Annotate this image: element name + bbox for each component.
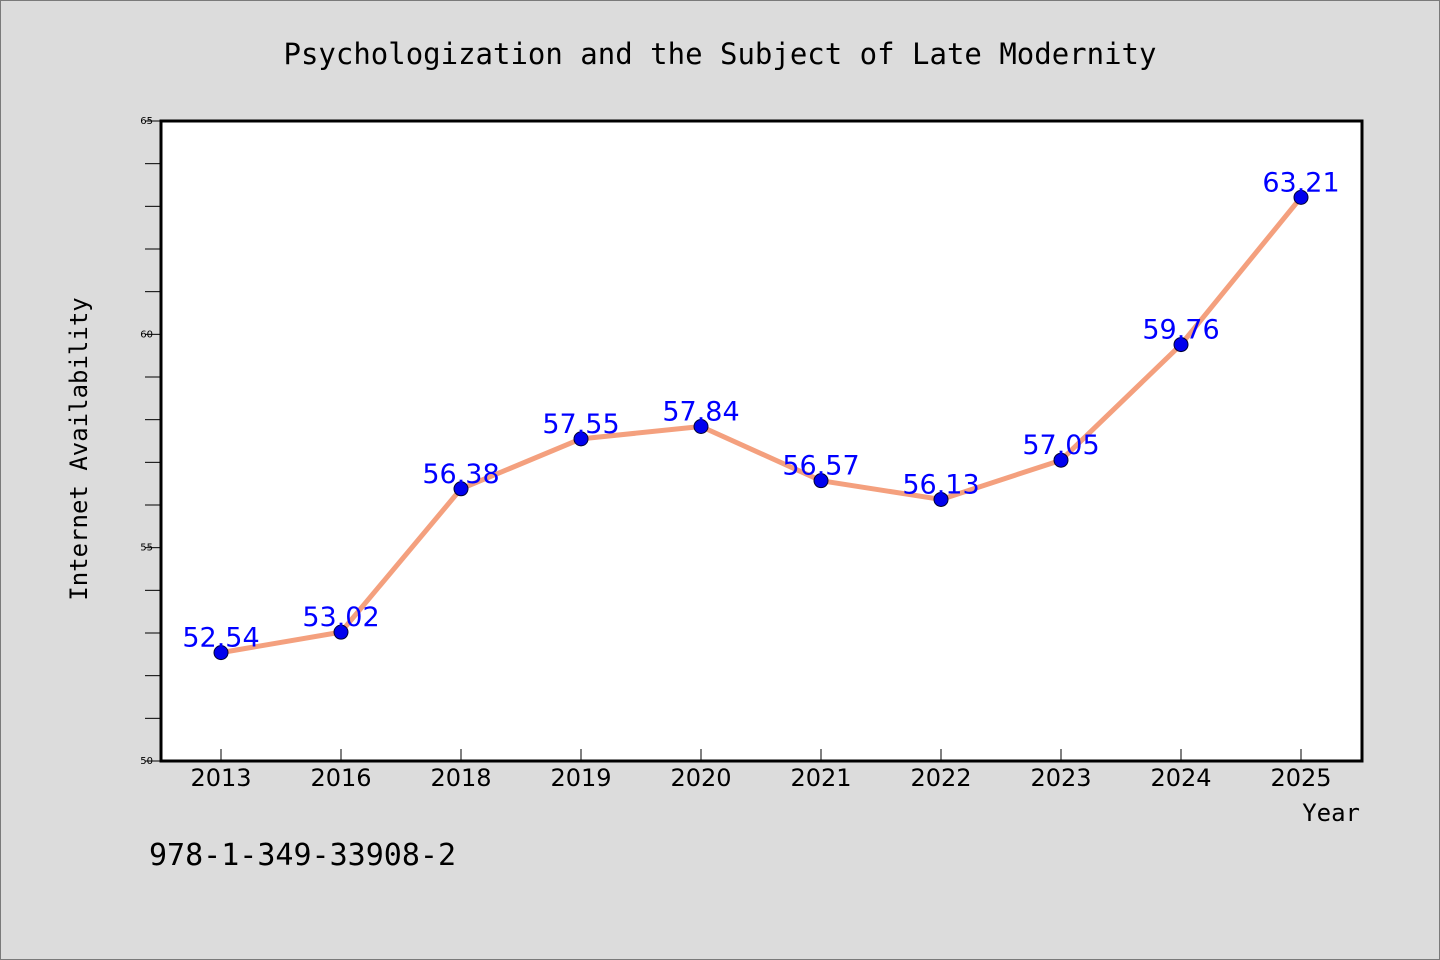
data-label: 53.02 xyxy=(302,602,379,633)
isbn-text: 978-1-349-33908-2 xyxy=(149,838,456,873)
data-label: 56.13 xyxy=(902,469,979,500)
x-tick-label: 2013 xyxy=(190,764,251,792)
y-tick-label: 65 xyxy=(140,116,153,127)
data-label: 59.76 xyxy=(1142,315,1219,346)
x-tick-label: 2021 xyxy=(790,764,851,792)
data-labels: 52.54 53.02 56.38 57.55 57.84 56.57 56.13 57.05… xyxy=(182,167,1339,653)
chart-title: Psychologization and the Subject of Late… xyxy=(284,37,1157,71)
data-point xyxy=(933,491,949,507)
data-point xyxy=(1173,337,1189,353)
data-label: 57.84 xyxy=(662,396,739,427)
data-point xyxy=(813,473,829,489)
x-axis-title: Year xyxy=(1302,799,1360,827)
y-axis-title: Internet Availability xyxy=(65,297,93,600)
data-point xyxy=(1053,452,1069,468)
y-tick-label: 50 xyxy=(140,756,153,767)
data-label: 52.54 xyxy=(182,623,259,654)
series-line xyxy=(218,194,1304,656)
data-point xyxy=(333,624,349,640)
data-label: 56.57 xyxy=(782,451,859,482)
data-point xyxy=(453,481,469,497)
series-internet-availability xyxy=(213,189,1309,661)
data-label: 56.38 xyxy=(422,459,499,490)
data-label: 63.21 xyxy=(1262,167,1339,198)
y-tick-label: 60 xyxy=(140,329,153,340)
x-tick-label: 2025 xyxy=(1270,764,1331,792)
x-axis: 2013 2016 2018 2019 2020 2021 2022 2023 2024 2025 xyxy=(190,749,1332,792)
y-axis: 50 55 60 65 xyxy=(140,116,161,767)
data-point xyxy=(213,645,229,661)
data-point xyxy=(1293,189,1309,205)
plot-area xyxy=(159,119,1364,763)
x-tick-label: 2020 xyxy=(670,764,731,792)
x-tick-label: 2023 xyxy=(1030,764,1091,792)
y-tick-label: 55 xyxy=(140,543,153,554)
x-tick-label: 2019 xyxy=(550,764,611,792)
data-point xyxy=(693,418,709,434)
x-tick-label: 2016 xyxy=(310,764,371,792)
data-label: 57.05 xyxy=(1022,430,1099,461)
data-point xyxy=(573,431,589,447)
x-tick-label: 2022 xyxy=(910,764,971,792)
data-label: 57.55 xyxy=(542,409,619,440)
x-tick-label: 2018 xyxy=(430,764,491,792)
x-tick-label: 2024 xyxy=(1150,764,1211,792)
